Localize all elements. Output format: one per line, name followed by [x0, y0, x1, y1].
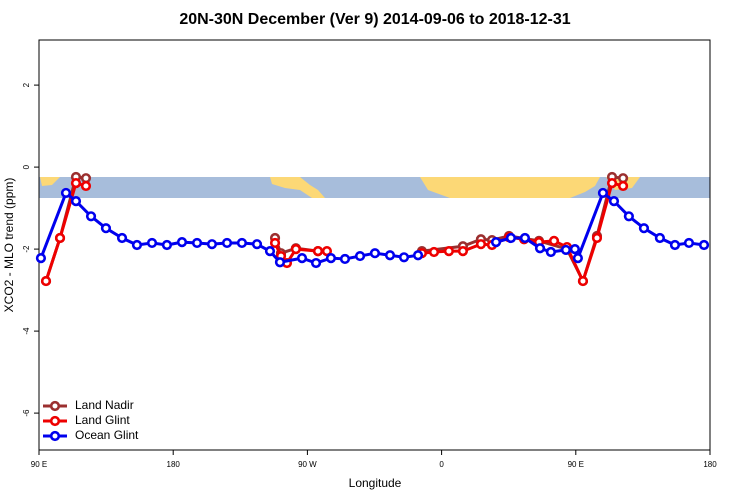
data-point [505, 232, 517, 244]
data-point [339, 253, 351, 265]
x-tick-label: 180 [703, 460, 717, 469]
data-point [290, 244, 302, 255]
data-point [236, 237, 248, 249]
data-point [623, 211, 634, 222]
data-point [443, 246, 455, 257]
y-tick-label: -6 [22, 409, 31, 417]
data-point [577, 275, 589, 287]
data-point [296, 253, 308, 264]
data-point [572, 253, 583, 264]
data-point [191, 237, 203, 249]
y-tick-label: -4 [22, 327, 31, 335]
legend-label: Ocean Glint [75, 428, 139, 442]
data-point [70, 177, 82, 189]
data-point [606, 177, 618, 189]
data-point [490, 237, 502, 248]
data-point [85, 211, 97, 222]
plot-frame [38, 39, 711, 451]
data-point [54, 232, 66, 244]
data-point [698, 239, 710, 251]
data-point [274, 257, 286, 268]
map-band [39, 177, 710, 198]
x-tick-label: 90 E [31, 460, 47, 469]
data-point [176, 237, 188, 248]
data-point [475, 239, 487, 250]
data-point [310, 257, 322, 269]
data-point [251, 239, 263, 250]
data-point [325, 253, 337, 264]
data-point [638, 223, 650, 234]
data-point [384, 250, 396, 261]
data-point [617, 180, 629, 192]
x-axis-label: Longitude [349, 476, 402, 490]
legend-marker [49, 415, 61, 427]
data-point [116, 232, 128, 244]
data-point [560, 244, 572, 256]
chart-title: 20N-30N December (Ver 9) 2014-09-06 to 2… [179, 11, 570, 28]
legend-label: Land Glint [75, 413, 130, 427]
data-point [398, 252, 410, 263]
x-tick-label: 0 [439, 460, 444, 469]
data-point [70, 196, 82, 207]
data-point [669, 239, 681, 251]
legend-marker [49, 430, 61, 442]
y-axis-label: XCO2 - MLO trend (ppm) [2, 178, 16, 313]
data-point [100, 223, 112, 234]
data-point [60, 187, 72, 199]
data-point [548, 235, 560, 246]
data-point [80, 180, 92, 192]
data-point [206, 239, 218, 250]
y-tick-label: 0 [22, 164, 31, 169]
data-point [269, 237, 281, 249]
data-point [654, 232, 665, 244]
legend-marker [49, 400, 61, 412]
data-point [354, 250, 366, 262]
data-point [545, 246, 556, 258]
data-point [312, 246, 324, 257]
legend-label: Land Nadir [75, 398, 134, 412]
data-point [683, 237, 695, 249]
data-point [591, 232, 603, 244]
x-tick-label: 90 W [298, 460, 317, 469]
data-point [369, 248, 381, 259]
x-tick-label: 90 E [568, 460, 584, 469]
data-point [146, 237, 158, 249]
x-tick-label: 180 [167, 460, 181, 469]
data-point [457, 246, 469, 257]
data-point [161, 239, 173, 251]
data-point [40, 275, 52, 287]
data-point [608, 196, 620, 207]
data-point [534, 243, 546, 254]
data-point [412, 250, 424, 261]
data-point [519, 232, 531, 244]
data-point [617, 173, 629, 184]
data-point [597, 187, 609, 199]
y-tick-label: 2 [22, 82, 31, 87]
data-point [80, 173, 92, 184]
data-point [131, 239, 143, 251]
data-point [428, 246, 440, 258]
data-point [221, 237, 233, 249]
y-tick-label: -2 [22, 245, 31, 253]
data-point [264, 246, 276, 257]
data-point [321, 246, 333, 257]
data-point [569, 244, 581, 255]
data-point [35, 253, 47, 264]
